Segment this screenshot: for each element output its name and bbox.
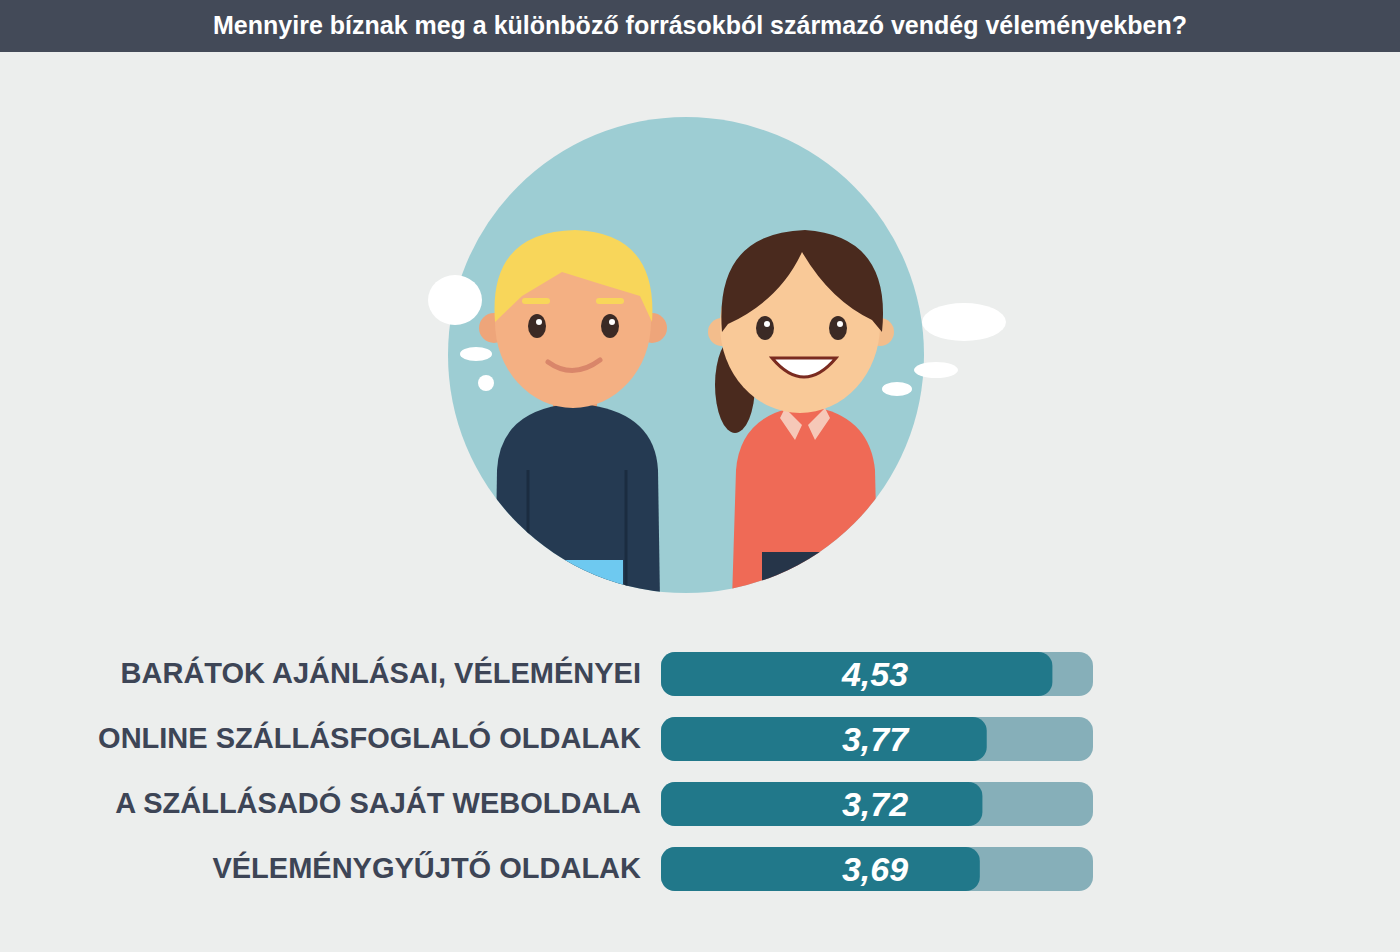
girl-smile <box>772 358 836 377</box>
data-labels: 4,53 3,77 3,72 3,69 <box>841 655 910 888</box>
thought-bubble <box>428 275 482 325</box>
tick-label: BARÁTOK AJÁNLÁSAI, VÉLEMÉNYEI <box>121 656 641 689</box>
girl-skirt <box>762 552 860 600</box>
thought-bubble <box>922 303 1006 341</box>
tick: VÉLEMÉNYGYŰJTŐ OLDALAK <box>212 851 641 884</box>
girl-eye <box>756 316 774 340</box>
girl-eye-light <box>837 321 843 327</box>
boy-hair <box>494 230 652 322</box>
tick-label: ONLINE SZÁLLÁSFOGLALÓ OLDALAK <box>98 721 641 754</box>
boy-shirt <box>548 560 623 600</box>
thought-bubble <box>460 347 492 361</box>
thought-bubble <box>478 375 494 391</box>
bars <box>661 652 1052 891</box>
data-label: 4,53 <box>841 655 908 693</box>
people <box>479 230 894 600</box>
background <box>0 0 1400 952</box>
bar <box>661 717 987 761</box>
bar <box>661 782 982 826</box>
title-bar <box>0 0 1400 52</box>
illustration <box>428 117 1006 600</box>
boy-eye-light <box>609 319 615 325</box>
bar-track <box>661 782 1093 826</box>
bar-track <box>661 717 1093 761</box>
boy-brow <box>596 298 624 304</box>
boy-arms <box>528 470 626 600</box>
chart: Mennyire bíznak meg a különböző források… <box>0 0 1400 952</box>
thought-bubble <box>882 382 912 396</box>
boy-eye <box>601 314 619 338</box>
girl-eye <box>829 316 847 340</box>
bar-track <box>661 847 1093 891</box>
title: Mennyire bíznak meg a különböző források… <box>213 11 1187 39</box>
plot: BARÁTOK AJÁNLÁSAI, VÉLEMÉNYEI ONLINE SZÁL… <box>98 652 1093 891</box>
tick: BARÁTOK AJÁNLÁSAI, VÉLEMÉNYEI <box>121 656 641 689</box>
tick-label: VÉLEMÉNYGYŰJTŐ OLDALAK <box>212 851 641 884</box>
boy-brow <box>522 298 550 304</box>
girl-sweater <box>732 408 878 600</box>
data-label: 3,69 <box>842 850 908 888</box>
boy-smile <box>548 360 600 371</box>
bar-track <box>661 652 1093 696</box>
girl-hair <box>721 230 883 332</box>
girl <box>708 230 894 600</box>
bar <box>661 652 1052 696</box>
boy-eye <box>528 314 546 338</box>
boy-eye-light <box>536 319 542 325</box>
y-axis: BARÁTOK AJÁNLÁSAI, VÉLEMÉNYEI ONLINE SZÁL… <box>98 656 641 884</box>
tick: A SZÁLLÁSADÓ SAJÁT WEBOLDALA <box>115 786 641 819</box>
data-label: 3,72 <box>842 785 908 823</box>
bar <box>661 847 980 891</box>
girl-eye-light <box>764 321 770 327</box>
tick: ONLINE SZÁLLÁSFOGLALÓ OLDALAK <box>98 721 641 754</box>
boy-sweater <box>495 405 660 600</box>
thought-bubble <box>914 362 958 378</box>
tick-label: A SZÁLLÁSADÓ SAJÁT WEBOLDALA <box>115 786 641 819</box>
plot-frame <box>661 652 1093 891</box>
boy <box>479 230 667 600</box>
data-label: 3,77 <box>842 720 910 758</box>
